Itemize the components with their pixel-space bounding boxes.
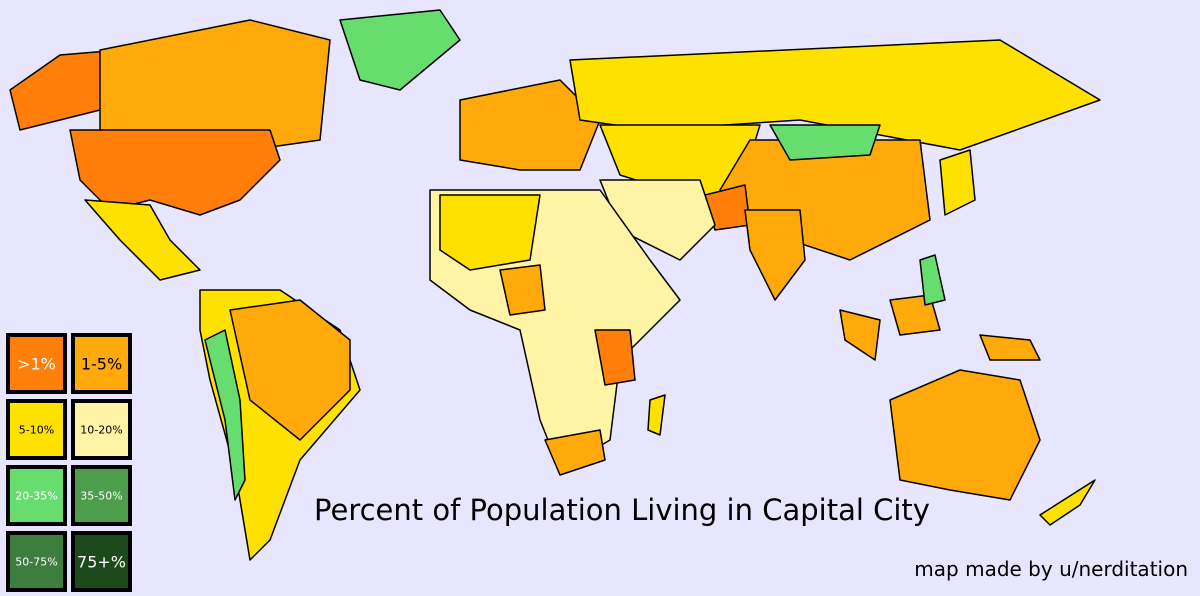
credit: map made by u/nerditation: [914, 557, 1188, 581]
legend-swatch: [6, 531, 67, 592]
legend-swatch: [71, 531, 132, 592]
tanzania: [594, 329, 636, 386]
mexico: [84, 199, 201, 281]
legend-label: 5-10%: [19, 424, 54, 437]
philippines: [919, 254, 946, 306]
legend-swatch: [6, 465, 67, 526]
legend-swatch: [6, 399, 67, 460]
greenland: [339, 9, 461, 91]
nigeria: [499, 264, 546, 316]
legend-label: 35-50%: [80, 490, 122, 503]
legend-swatch: [6, 333, 67, 394]
legend-label: 50-75%: [15, 556, 57, 569]
brazil: [229, 299, 351, 441]
legend-label: 75+%: [77, 553, 126, 572]
india: [744, 209, 806, 301]
south-africa: [544, 429, 606, 476]
legend-label: >1%: [17, 355, 56, 374]
map-title: Percent of Population Living in Capital …: [314, 493, 930, 527]
japan: [939, 149, 976, 216]
legend-label: 10-20%: [80, 424, 122, 437]
legend-label: 20-35%: [15, 490, 57, 503]
new-zealand: [1039, 479, 1096, 526]
countries: [9, 9, 1101, 561]
madagascar: [647, 394, 666, 436]
europe: [459, 79, 601, 171]
new-guinea: [979, 334, 1041, 361]
north-africa: [439, 194, 541, 271]
sumatra: [839, 309, 881, 361]
legend-label: 1-5%: [81, 355, 122, 374]
australia: [889, 369, 1041, 501]
mongolia: [769, 124, 881, 161]
legend-swatch: [71, 333, 132, 394]
legend-swatch: [71, 399, 132, 460]
russia: [569, 39, 1101, 151]
legend-swatch: [71, 465, 132, 526]
legend: >1% 1-5% 5-10% 10-20% 20-35% 35-50% 50-75% 75+%: [6, 333, 132, 592]
chile-peru: [204, 329, 246, 501]
usa: [69, 129, 281, 216]
